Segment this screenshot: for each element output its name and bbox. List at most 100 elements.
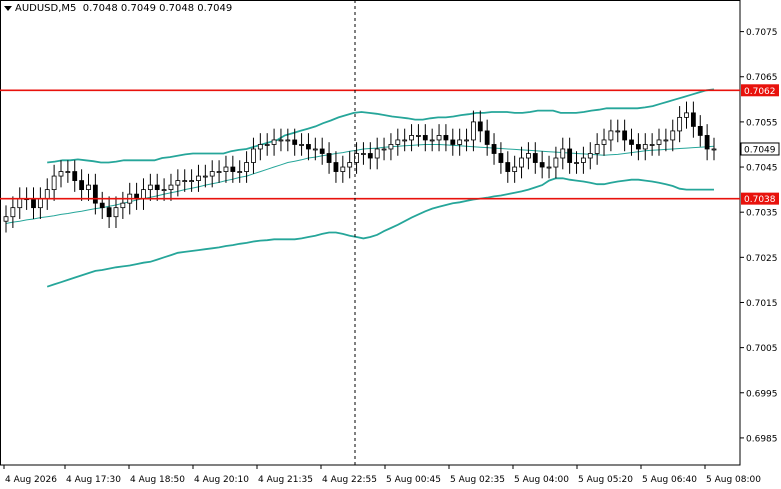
candle [51,164,57,201]
candle [326,142,332,174]
candle [367,142,373,170]
candle [464,128,469,152]
candle-body-down [443,135,449,141]
candle [477,110,483,143]
y-tick-label: 0.7065 [746,73,778,83]
candle-body-up [120,202,126,209]
candle-body-up [546,166,552,169]
candle-body-up [17,198,23,209]
candle-body-up [161,189,167,192]
candle-body-down [505,162,511,172]
candle-body-up [677,116,683,132]
candle [182,169,188,192]
candle-body-up [278,139,284,142]
candle [154,173,160,201]
time-axis[interactable]: 4 Aug 2026 4 Aug 17:30 4 Aug 18:50 4 Aug 20… [3,465,761,485]
candle-body-down [567,148,573,163]
horizontal-levels[interactable]: 0.7062 0.7038 0.7049 [0,84,780,205]
candle-body-down [319,148,325,154]
candle [306,133,311,161]
candle [134,182,140,210]
candle-body-down [532,153,538,163]
candle-body-up [436,135,442,141]
candle-body-up [168,184,174,191]
candle-body-down [622,130,628,141]
candle [601,128,607,156]
candle-body-up [189,180,194,182]
candle [319,137,325,165]
candle [271,128,277,156]
candle-body-up [65,171,71,173]
candle [491,133,497,165]
candle-body-up [257,144,263,150]
candle-body-up [402,139,408,142]
dropdown-triangle-icon[interactable] [4,5,12,11]
price-axis[interactable]: 0.7075 0.7065 0.7055 0.7045 0.7035 0.7025 0.70… [740,28,778,444]
candle [388,133,394,161]
x-tick-label: 5 Aug 00:45 [386,475,441,485]
y-tick-label: 0.6995 [746,389,778,399]
candle-body-up [553,157,559,168]
candle-body-up [429,139,435,142]
candle [3,205,9,233]
candle [141,178,146,210]
level-price-box [741,192,779,205]
candle [567,137,573,174]
candle [299,133,304,156]
candle-body-up [361,153,366,155]
candle [422,124,428,152]
level-price-label: 0.7038 [744,195,776,205]
candle [120,191,126,219]
candle-body-up [51,175,57,191]
y-tick-label: 0.6985 [746,434,778,444]
ohlc-label: 0.7048 0.7049 0.7048 0.7049 [82,3,233,14]
bollinger-upper-band [47,88,715,164]
candle [86,173,91,201]
candle [381,137,387,161]
bollinger-bands [5,88,715,288]
candle [505,151,511,183]
candle-body-down [79,180,85,191]
candle-body-down [333,162,339,172]
candle-body-up [285,139,291,142]
y-tick-label: 0.7045 [746,164,778,174]
candle [553,146,559,179]
candle-body-up [44,189,50,200]
candle-body-up [196,175,201,181]
candle [402,128,408,152]
candle-body-up [471,121,476,141]
candle-body-up [202,175,208,178]
candle-body-down [704,135,710,150]
candle [237,160,243,183]
candle [278,128,284,152]
candle-body-down [92,184,98,204]
candle [65,160,71,183]
candle-body-up [395,139,401,145]
candle [361,142,366,165]
candle [471,110,476,152]
candle-body-up [656,139,662,145]
candle-body-down [498,153,504,163]
candle [10,196,16,228]
level-price-box [741,84,779,97]
candle [635,133,641,161]
y-tick-label: 0.7005 [746,344,778,354]
candle-body-down [629,139,634,145]
candle-body-up [223,166,229,172]
candle-body-up [512,166,518,172]
candle-body-up [381,148,387,151]
candle-body-up [416,135,421,137]
candle-body-down [306,144,311,150]
candle-body-up [457,139,463,145]
candle-body-up [711,148,717,151]
chart-header: AUDUSD,M5 0.7048 0.7049 0.7048 0.7049 [4,3,232,14]
candle [58,160,64,188]
candle [285,128,291,152]
candle-body-up [251,148,256,163]
candle [684,101,689,129]
candle [484,119,490,156]
symbol-label: AUDUSD,M5 [15,3,77,14]
candle [113,196,119,228]
candle [230,155,236,183]
